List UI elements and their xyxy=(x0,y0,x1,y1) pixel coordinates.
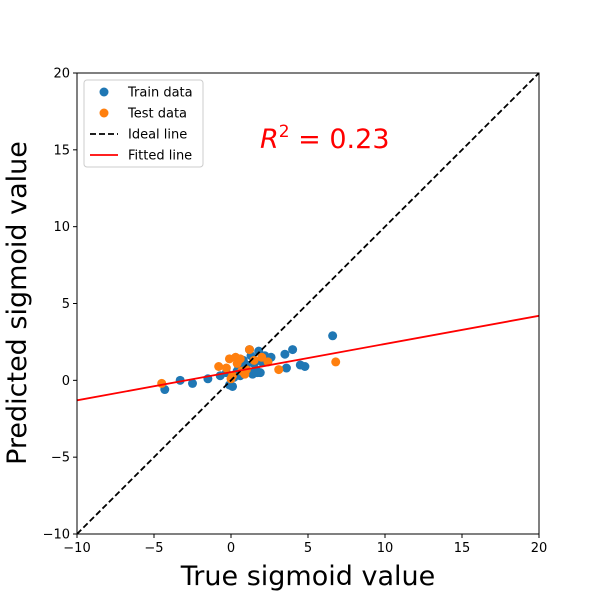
r-squared-superscript: 2 xyxy=(279,122,290,142)
test-data-point xyxy=(274,365,284,375)
train-data-point xyxy=(288,345,298,355)
test-data-point xyxy=(331,357,341,367)
r-squared-value: = 0.23 xyxy=(290,124,390,155)
train-data-point xyxy=(300,362,310,372)
y-tick-label: 20 xyxy=(53,67,70,82)
x-tick-label: 0 xyxy=(227,541,235,556)
train-data-point xyxy=(281,363,291,373)
train-data-point xyxy=(188,378,197,388)
test-data-point xyxy=(214,362,224,372)
ideal-line xyxy=(77,73,539,534)
x-axis-label: True sigmoid value xyxy=(180,561,435,592)
ideal-line-legend-label: Ideal line xyxy=(128,128,187,143)
fitted-line-legend-label: Fitted line xyxy=(128,149,192,164)
test-data-point xyxy=(235,354,245,364)
test-data-series xyxy=(157,345,341,388)
x-tick-label: 10 xyxy=(377,541,394,556)
y-tick-label: 0 xyxy=(62,374,70,389)
axes: −10 −5 0 5 10 15 20 −10 −5 0 5 10 15 20 xyxy=(43,67,548,557)
test-data-point xyxy=(228,371,238,381)
legend-box xyxy=(83,79,204,168)
test-data-point xyxy=(249,355,259,365)
plot-clip-group xyxy=(77,73,539,534)
y-tick-label: −10 xyxy=(43,528,70,543)
r-squared-annotation: R2 = 0.23 xyxy=(260,122,390,155)
fitted-line xyxy=(77,314,539,402)
x-tick-label: 5 xyxy=(304,541,312,556)
train-data-legend-label: Train data xyxy=(127,86,193,101)
y-axis-label: Predicted sigmoid value xyxy=(2,141,33,465)
y-tick-label: 15 xyxy=(53,143,70,158)
test-data-point xyxy=(221,363,231,373)
plot-area xyxy=(77,73,539,534)
test-data-point xyxy=(257,352,267,362)
test-data-point xyxy=(244,345,254,355)
test-data-legend-label: Test data xyxy=(127,107,187,122)
legend: Train data Test data Ideal line Fitted line xyxy=(83,79,204,168)
train-data-legend-marker xyxy=(99,87,109,97)
test-data-legend-marker xyxy=(99,108,109,118)
x-tick-label: −5 xyxy=(144,541,163,556)
y-tick-label: −5 xyxy=(51,451,70,466)
x-tick-label: 20 xyxy=(531,541,548,556)
train-data-point xyxy=(255,368,265,378)
r-squared-symbol: R xyxy=(260,124,279,155)
train-data-point xyxy=(228,381,238,391)
train-data-point xyxy=(280,349,290,359)
x-tick-label: −10 xyxy=(63,541,90,556)
x-tick-label: 15 xyxy=(454,541,471,556)
train-data-point xyxy=(328,331,338,341)
y-tick-label: 10 xyxy=(53,220,70,235)
y-tick-label: 5 xyxy=(62,297,70,312)
